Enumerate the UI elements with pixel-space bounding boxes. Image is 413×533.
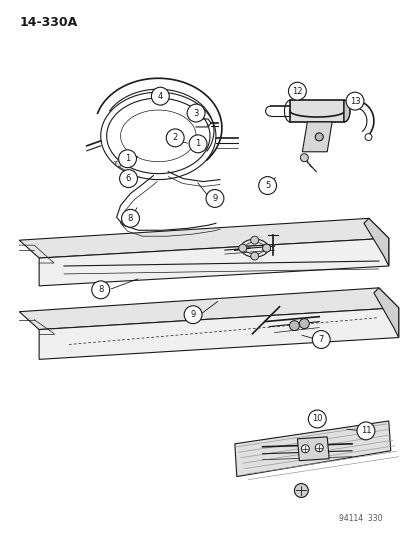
Text: 3: 3: [193, 109, 198, 118]
Circle shape: [289, 321, 299, 330]
Circle shape: [315, 133, 323, 141]
Circle shape: [258, 176, 276, 195]
Polygon shape: [301, 122, 331, 152]
Circle shape: [184, 306, 202, 324]
Text: 9: 9: [212, 194, 217, 203]
Circle shape: [262, 244, 270, 252]
Circle shape: [121, 209, 139, 227]
Polygon shape: [290, 100, 343, 122]
Polygon shape: [234, 421, 390, 477]
Text: 9: 9: [190, 310, 195, 319]
Text: 8: 8: [128, 214, 133, 223]
Polygon shape: [343, 100, 349, 122]
Circle shape: [206, 190, 223, 207]
Circle shape: [311, 330, 330, 349]
Circle shape: [187, 104, 204, 122]
Polygon shape: [297, 437, 328, 461]
Polygon shape: [39, 238, 388, 286]
Polygon shape: [373, 288, 398, 337]
Text: 1: 1: [195, 139, 200, 148]
Circle shape: [119, 169, 137, 188]
Circle shape: [250, 252, 258, 260]
Polygon shape: [363, 219, 388, 266]
Circle shape: [288, 82, 306, 100]
Circle shape: [301, 445, 309, 453]
Circle shape: [315, 444, 323, 452]
Circle shape: [294, 483, 308, 497]
Circle shape: [115, 161, 121, 167]
Text: 13: 13: [349, 96, 359, 106]
Text: 8: 8: [98, 285, 103, 294]
Text: 1: 1: [125, 154, 130, 163]
Circle shape: [250, 236, 258, 244]
Circle shape: [238, 244, 246, 252]
Text: 12: 12: [292, 87, 302, 96]
Circle shape: [300, 154, 308, 161]
Polygon shape: [19, 219, 388, 258]
Text: 4: 4: [157, 92, 163, 101]
Text: 6: 6: [126, 174, 131, 183]
Circle shape: [299, 319, 309, 328]
Text: 11: 11: [360, 426, 370, 435]
Circle shape: [345, 92, 363, 110]
Circle shape: [364, 134, 371, 141]
Circle shape: [151, 87, 169, 105]
Text: 5: 5: [264, 181, 270, 190]
Circle shape: [262, 244, 270, 252]
Circle shape: [356, 422, 374, 440]
Polygon shape: [19, 288, 398, 329]
Circle shape: [189, 135, 206, 153]
Text: 94114  330: 94114 330: [338, 514, 382, 523]
Circle shape: [166, 129, 184, 147]
Polygon shape: [39, 308, 398, 359]
Text: 10: 10: [311, 415, 322, 424]
Text: 7: 7: [318, 335, 323, 344]
Circle shape: [308, 410, 325, 428]
Circle shape: [118, 150, 136, 168]
Text: 14-330A: 14-330A: [19, 15, 77, 29]
Text: 2: 2: [172, 133, 178, 142]
Circle shape: [92, 281, 109, 299]
